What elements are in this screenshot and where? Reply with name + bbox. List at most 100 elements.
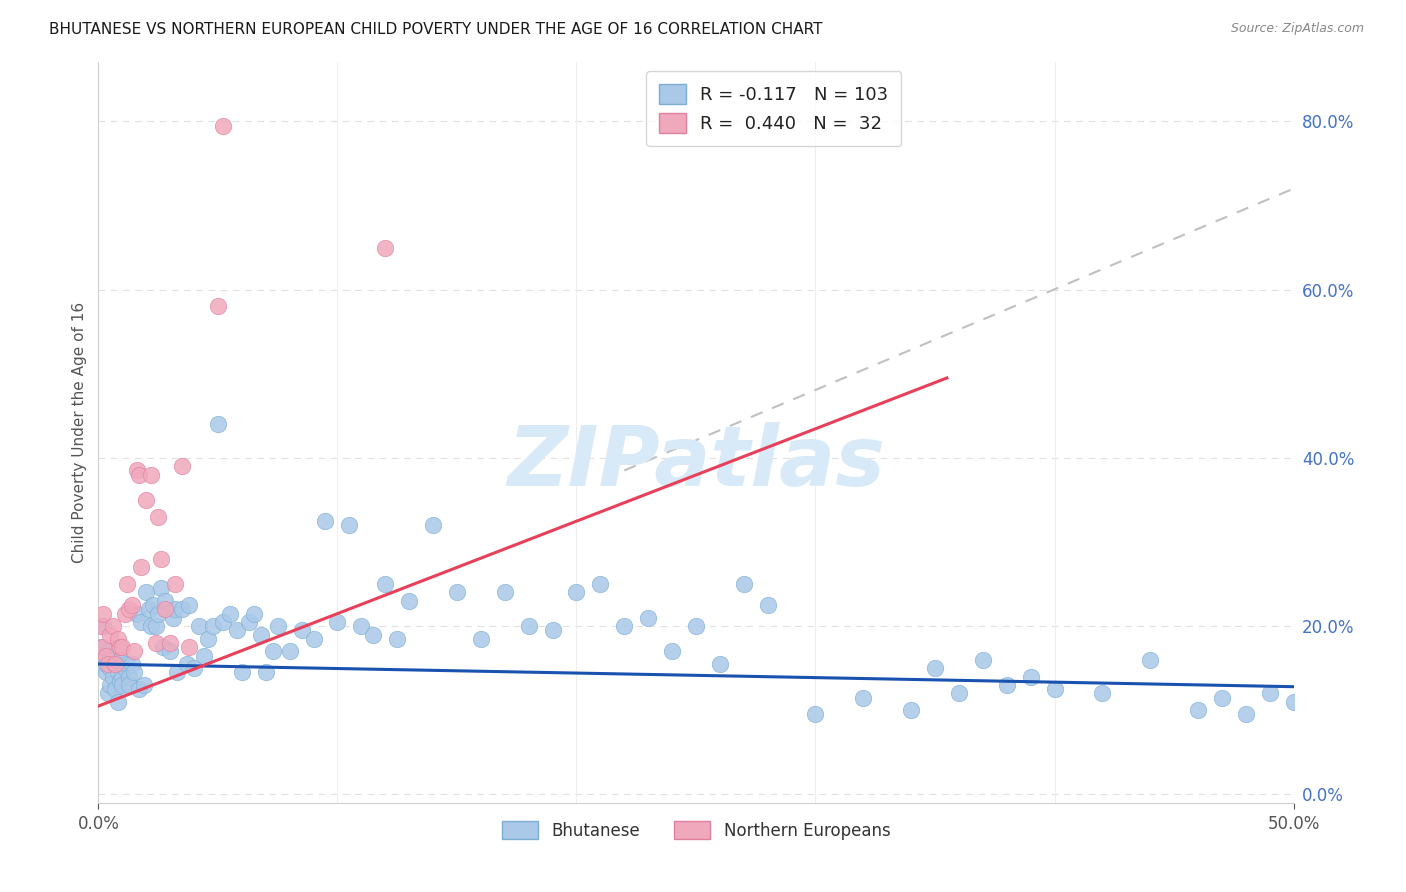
Point (1234, 707, 1257, 722)
Point (111, 670, 134, 684)
Point (900, 703, 922, 717)
Point (98, 627, 122, 641)
Point (350, 619, 373, 633)
Point (149, 551, 172, 566)
Point (101, 653, 124, 667)
Point (159, 644, 181, 658)
Point (163, 577, 186, 591)
Point (291, 624, 314, 638)
Point (97, 657, 120, 671)
Point (115, 577, 138, 591)
Point (166, 665, 188, 680)
Point (446, 585, 468, 599)
Point (132, 678, 155, 692)
Point (172, 602, 194, 616)
Point (565, 585, 588, 599)
Point (108, 640, 131, 655)
Point (385, 632, 409, 646)
Point (101, 670, 124, 684)
Point (176, 657, 198, 671)
Point (187, 619, 209, 633)
Point (155, 602, 177, 616)
Point (661, 644, 683, 658)
Point (152, 640, 174, 655)
Point (159, 636, 181, 650)
Point (98, 661, 122, 675)
Point (238, 615, 260, 629)
Point (131, 615, 153, 629)
Point (804, 707, 827, 722)
Point (128, 682, 150, 697)
Point (211, 615, 233, 629)
Point (124, 644, 146, 658)
Point (1091, 686, 1114, 700)
Legend: Bhutanese, Northern Europeans: Bhutanese, Northern Europeans (495, 814, 897, 847)
Point (91, 607, 114, 621)
Point (924, 661, 946, 675)
Point (1019, 670, 1042, 684)
Point (302, 632, 325, 646)
Y-axis label: Child Poverty Under the Age of 16: Child Poverty Under the Age of 16 (72, 302, 87, 563)
Point (231, 665, 253, 680)
Point (90, 619, 112, 633)
Point (139, 467, 162, 482)
Point (326, 615, 349, 629)
Point (1139, 653, 1161, 667)
Point (243, 607, 266, 621)
Point (494, 585, 516, 599)
Point (278, 644, 301, 658)
Point (470, 632, 492, 646)
Point (115, 657, 138, 671)
Point (94, 665, 117, 680)
Point (1282, 695, 1305, 709)
Point (94, 657, 117, 671)
Text: ZIPatlas: ZIPatlas (508, 422, 884, 503)
Point (1187, 703, 1209, 717)
Point (94, 648, 117, 663)
Point (183, 661, 205, 675)
Point (709, 657, 731, 671)
Point (91, 640, 114, 655)
Point (108, 673, 131, 688)
Point (197, 632, 219, 646)
Point (202, 619, 225, 633)
Point (142, 598, 165, 612)
Point (541, 624, 564, 638)
Point (315, 514, 337, 528)
Point (128, 467, 150, 482)
Point (179, 640, 201, 655)
Point (207, 417, 229, 432)
Point (91, 648, 114, 663)
Point (97, 644, 120, 658)
Point (145, 636, 167, 650)
Point (193, 648, 215, 663)
Point (107, 695, 129, 709)
Point (172, 459, 194, 474)
Point (131, 560, 153, 574)
Point (118, 602, 141, 616)
Point (125, 607, 148, 621)
Point (254, 665, 277, 680)
Point (114, 661, 136, 675)
Point (756, 598, 779, 612)
Point (972, 653, 994, 667)
Point (107, 632, 129, 646)
Point (207, 300, 229, 314)
Point (374, 240, 396, 254)
Point (111, 640, 134, 655)
Point (339, 518, 361, 533)
Point (145, 619, 167, 633)
Point (262, 644, 284, 658)
Point (97, 686, 120, 700)
Point (363, 627, 385, 641)
Point (267, 619, 290, 633)
Point (1258, 686, 1281, 700)
Point (90, 640, 112, 655)
Point (111, 678, 134, 692)
Point (1043, 682, 1066, 697)
Point (211, 119, 233, 133)
Point (104, 657, 127, 671)
Point (148, 509, 170, 524)
Point (1211, 690, 1233, 705)
Point (108, 653, 131, 667)
